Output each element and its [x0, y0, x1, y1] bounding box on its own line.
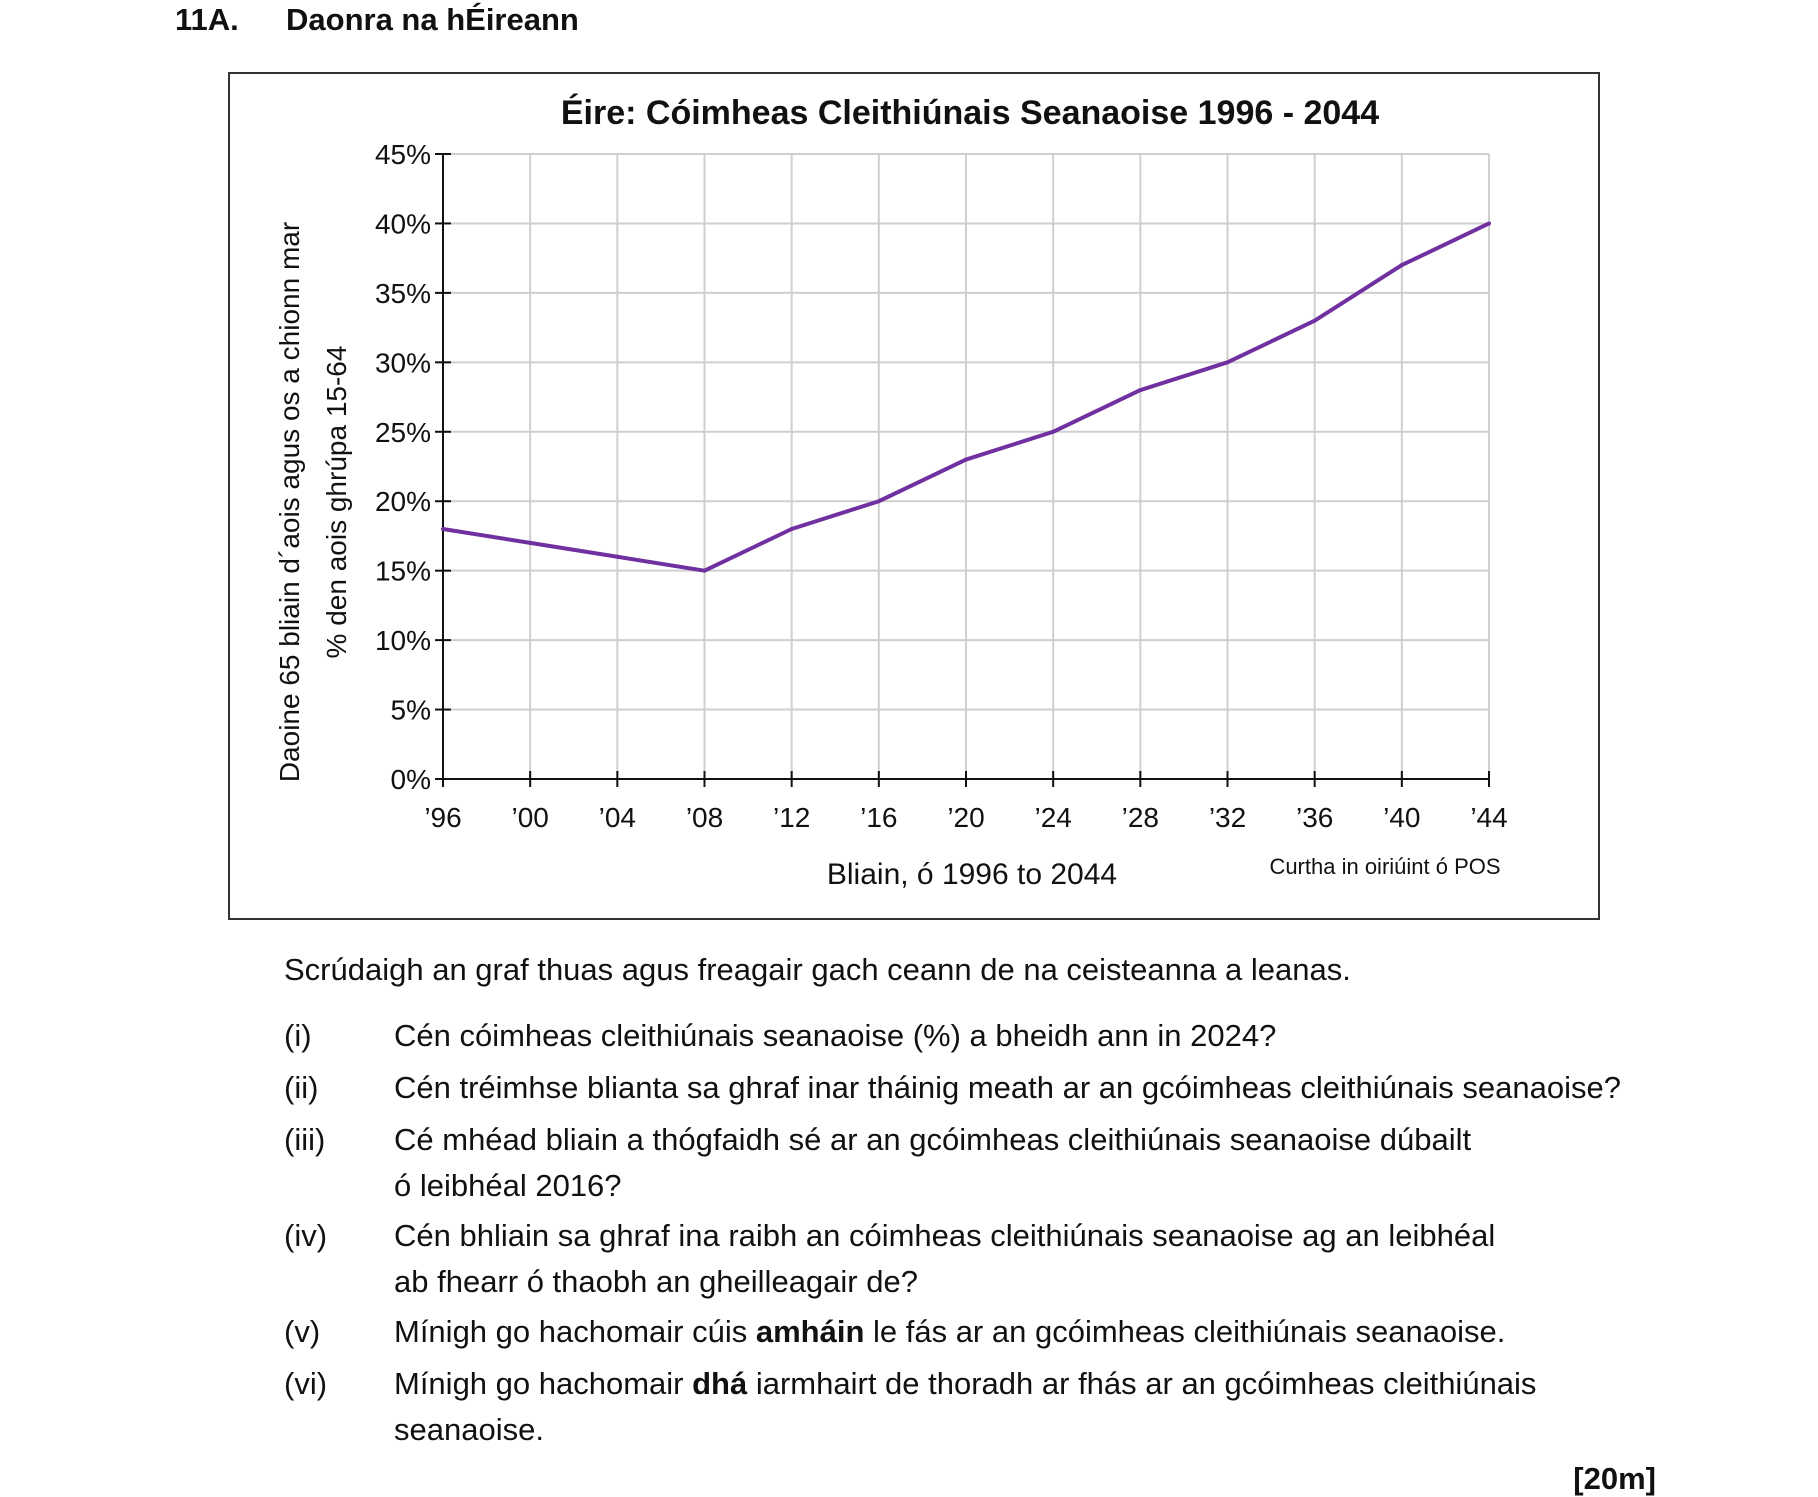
question-text-start: Mínigh go hachomair cúis	[394, 1314, 756, 1349]
x-tick-label: ’44	[1470, 802, 1507, 833]
data-point	[789, 527, 794, 531]
question-text-end: iarmhairt de thoradh ar fhás ar an gcóim…	[747, 1366, 1537, 1401]
data-point	[441, 527, 445, 531]
y-axis-label-line1: Daoine 65 bliain d´aois agus os a chionn…	[274, 222, 305, 782]
x-tick-label: ’24	[1034, 802, 1071, 833]
source-note: Curtha in oiriúint ó POS	[1269, 854, 1500, 879]
data-point	[964, 457, 968, 462]
question-title: Daonra na hÉireann	[286, 2, 579, 37]
data-point	[1399, 263, 1404, 268]
x-tick-label: ’08	[686, 802, 723, 833]
emphasis-word: dhá	[692, 1366, 748, 1401]
data-point	[1312, 318, 1317, 323]
data-point	[1487, 221, 1491, 226]
emphasis-word: amháin	[755, 1314, 865, 1349]
question-text-cont: ab fhearr ó thaobh an gheilleagair de?	[394, 1264, 918, 1299]
question-number: 11A.	[175, 2, 239, 37]
y-tick-label: 0%	[391, 764, 431, 795]
question-label: (vi)	[284, 1366, 328, 1401]
question-text: Mínigh go hachomair dhá iarmhairt de tho…	[394, 1361, 1536, 1407]
y-tick-label: 5%	[391, 695, 431, 726]
x-tick-label: ’12	[773, 802, 810, 833]
y-tick-label: 45%	[375, 139, 431, 170]
y-tick-label: 10%	[375, 625, 431, 656]
x-tick-label: ’20	[947, 802, 984, 833]
x-tick-label: ’36	[1296, 802, 1333, 833]
data-point	[1138, 388, 1143, 393]
marks-label: [20m]	[1573, 1461, 1656, 1496]
data-point	[876, 499, 881, 504]
question-text-end: le fás ar an gcóimheas cleithiúnais sean…	[864, 1314, 1506, 1349]
question-label: (iii)	[284, 1122, 326, 1157]
question-label: (v)	[284, 1314, 321, 1349]
x-tick-label: ’28	[1122, 802, 1159, 833]
x-axis-label: Bliain, ó 1996 to 2044	[827, 858, 1117, 891]
question-text: Cén cóimheas cleithiúnais seanaoise (%) …	[394, 1018, 1277, 1053]
y-tick-label: 30%	[375, 347, 431, 378]
y-tick-label: 20%	[375, 486, 431, 517]
question-text: Mínigh go hachomair cúis amháin le fás a…	[394, 1309, 1505, 1355]
data-point	[702, 568, 707, 573]
question-label: (iv)	[284, 1218, 328, 1253]
instructions: Scrúdaigh an graf thuas agus freagair ga…	[284, 952, 1351, 987]
y-tick-label: 15%	[375, 556, 431, 587]
question-label: (i)	[284, 1018, 312, 1053]
data-point	[528, 540, 533, 545]
question-label: (ii)	[284, 1070, 319, 1105]
data-point	[1225, 360, 1230, 365]
question-text: Cén tréimhse blianta sa ghraf inar tháin…	[394, 1070, 1621, 1105]
y-tick-label: 40%	[375, 208, 431, 239]
y-tick-label: 25%	[375, 417, 431, 448]
data-point	[615, 554, 620, 559]
x-tick-label: ’04	[599, 802, 636, 833]
x-tick-label: ’40	[1383, 802, 1420, 833]
data-point	[1051, 429, 1056, 434]
question-text-start: Mínigh go hachomair	[394, 1366, 693, 1401]
x-tick-label: ’16	[860, 802, 897, 833]
y-axis-label-line2: % den aois ghrúpa 15-64	[321, 346, 352, 659]
x-tick-label: ’96	[424, 802, 461, 833]
y-tick-label: 35%	[375, 278, 431, 309]
question-text: Cén bhliain sa ghraf ina raibh an cóimhe…	[394, 1218, 1496, 1253]
question-text: Cé mhéad bliain a thógfaidh sé ar an gcó…	[394, 1122, 1472, 1157]
line-chart: Éire: Cóimheas Cleithiúnais Seanaoise 19…	[274, 94, 1508, 891]
question-text-cont: ó leibhéal 2016?	[394, 1168, 622, 1203]
question-text-cont: seanaoise.	[394, 1412, 544, 1447]
chart-frame: Éire: Cóimheas Cleithiúnais Seanaoise 19…	[228, 72, 1600, 920]
x-tick-label: ’32	[1209, 802, 1246, 833]
chart-title: Éire: Cóimheas Cleithiúnais Seanaoise 19…	[561, 94, 1379, 132]
x-tick-label: ’00	[511, 802, 548, 833]
